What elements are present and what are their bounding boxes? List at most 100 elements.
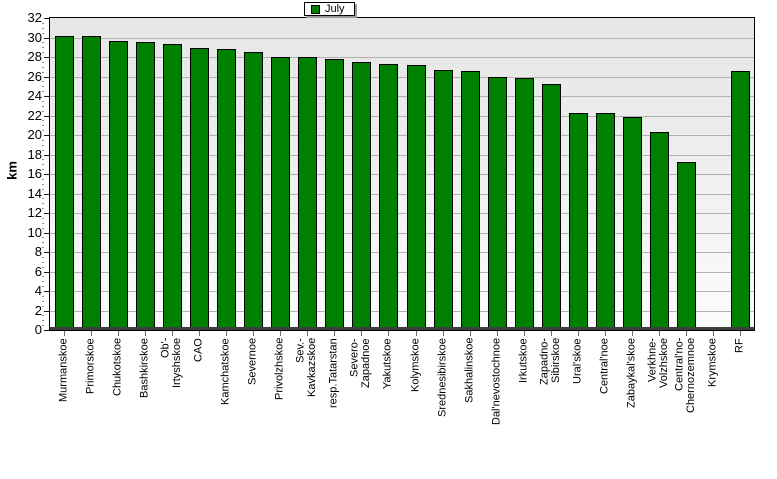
y-minor-tick xyxy=(42,315,44,316)
x-tick-dal-nevostochnoe xyxy=(497,331,498,336)
y-tick-16 xyxy=(44,174,50,175)
x-label-resp-tatarstan: resp.Tatarstan xyxy=(327,338,340,408)
y-minor-tick xyxy=(42,208,44,209)
x-label-zapadno-sibirskoe: Zapadno- Sibirskoe xyxy=(538,338,563,386)
y-minor-tick xyxy=(42,325,44,326)
y-minor-tick xyxy=(42,140,44,141)
gridline-4 xyxy=(50,291,754,292)
y-minor-tick xyxy=(42,218,44,219)
y-minor-tick xyxy=(42,184,44,185)
x-tick-central-noe xyxy=(605,331,606,336)
x-label-central-noe: Central'noe xyxy=(598,338,611,394)
y-tick-label-30: 30 xyxy=(27,30,42,45)
bar-resp-tatarstan xyxy=(325,59,344,330)
x-label-ob-irtyshskoe: Ob'- Irtyshskoe xyxy=(159,338,184,389)
x-label-kamchatskoe: Kamchatskoe xyxy=(219,338,232,405)
x-label-bashkirskoe: Bashkirskoe xyxy=(138,338,151,398)
bar-privolzhskoe xyxy=(271,57,290,330)
y-tick-label-10: 10 xyxy=(27,225,42,240)
y-minor-tick xyxy=(42,301,44,302)
bar-severo-zapadnoe xyxy=(352,62,371,330)
y-tick-label-12: 12 xyxy=(27,205,42,220)
bar-chukotskoe xyxy=(109,41,128,330)
legend-swatch-icon xyxy=(311,4,320,14)
y-minor-tick xyxy=(42,106,44,107)
y-minor-tick xyxy=(42,28,44,29)
x-label-srednesibirskoe: Srednesibirskoe xyxy=(436,338,449,417)
x-tick-severo-zapadnoe xyxy=(361,331,362,336)
x-label-privolzhskoe: Privolzhskoe xyxy=(273,338,286,401)
y-minor-tick xyxy=(42,198,44,199)
y-tick-label-8: 8 xyxy=(34,244,42,259)
y-minor-tick xyxy=(42,237,44,238)
x-tick-krymskoe xyxy=(713,331,714,336)
y-minor-tick xyxy=(42,111,44,112)
bar-srednesibirskoe xyxy=(434,70,453,330)
x-label-kolymskoe: Kolymskoe xyxy=(409,338,422,392)
y-minor-tick xyxy=(42,159,44,160)
y-minor-tick xyxy=(42,52,44,53)
gridline-16 xyxy=(50,174,754,175)
y-minor-tick xyxy=(42,47,44,48)
gridline-20 xyxy=(50,135,754,136)
y-minor-tick xyxy=(42,62,44,63)
y-tick-24 xyxy=(44,96,50,97)
gridline-10 xyxy=(50,233,754,234)
x-tick-bashkirskoe xyxy=(145,331,146,336)
x-tick-primorskoe xyxy=(91,331,92,336)
x-tick-resp-tatarstan xyxy=(334,331,335,336)
bar-zabaykal-skoe xyxy=(623,117,642,330)
y-minor-tick xyxy=(42,267,44,268)
y-minor-tick xyxy=(42,42,44,43)
y-minor-tick xyxy=(42,296,44,297)
x-tick-murmanskoe xyxy=(64,331,65,336)
y-tick-12 xyxy=(44,213,50,214)
legend[interactable]: July xyxy=(304,2,355,16)
gridline-2 xyxy=(50,311,754,312)
gridline-26 xyxy=(50,77,754,78)
y-tick-label-4: 4 xyxy=(34,283,42,298)
y-minor-tick xyxy=(42,67,44,68)
x-tick-sakhalinskoe xyxy=(470,331,471,336)
bar-bashkirskoe xyxy=(136,42,155,330)
y-minor-tick xyxy=(42,164,44,165)
y-tick-10 xyxy=(44,233,50,234)
y-minor-tick xyxy=(42,228,44,229)
y-minor-tick xyxy=(42,72,44,73)
x-tick-sev-kavkazskoe xyxy=(307,331,308,336)
y-tick-label-0: 0 xyxy=(34,322,42,337)
y-minor-tick xyxy=(42,91,44,92)
x-label-severnoe: Severnoe xyxy=(246,338,259,386)
y-minor-tick xyxy=(42,33,44,34)
bar-verkhne-volzhskoe xyxy=(650,132,669,330)
bar-primorskoe xyxy=(82,36,101,330)
y-tick-label-26: 26 xyxy=(27,69,42,84)
x-label-yakutskoe: Yakutskoe xyxy=(381,338,394,389)
y-tick-label-20: 20 xyxy=(27,127,42,142)
x-label-rf: RF xyxy=(733,338,746,353)
gridline-30 xyxy=(50,38,754,39)
x-label-murmanskoe: Murmanskoe xyxy=(57,338,70,402)
x-tick-cao xyxy=(199,331,200,336)
y-tick-label-18: 18 xyxy=(27,147,42,162)
x-tick-kolymskoe xyxy=(416,331,417,336)
y-minor-tick xyxy=(42,179,44,180)
bar-sev-kavkazskoe xyxy=(298,57,317,330)
x-axis-line xyxy=(50,327,754,330)
bar-central-noe xyxy=(596,113,615,330)
y-tick-2 xyxy=(44,311,50,312)
x-tick-rf xyxy=(740,331,741,336)
bar-rf xyxy=(731,71,750,330)
x-tick-irkutskoe xyxy=(524,331,525,336)
y-tick-18 xyxy=(44,155,50,156)
x-label-sev-kavkazskoe: Sev.- Kavkazskoe xyxy=(294,338,319,398)
y-tick-label-16: 16 xyxy=(27,166,42,181)
gridline-8 xyxy=(50,252,754,253)
y-tick-label-2: 2 xyxy=(34,303,42,318)
y-tick-22 xyxy=(44,116,50,117)
y-tick-label-32: 32 xyxy=(27,10,42,25)
y-tick-28 xyxy=(44,57,50,58)
y-tick-4 xyxy=(44,291,50,292)
bar-kamchatskoe xyxy=(217,49,236,330)
x-label-primorskoe: Primorskoe xyxy=(84,338,97,394)
